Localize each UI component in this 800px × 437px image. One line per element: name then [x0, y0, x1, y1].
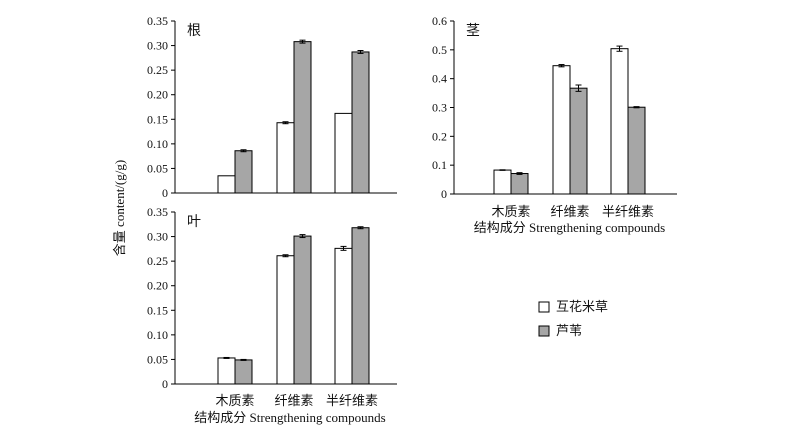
- bar-phragmites: [569, 87, 588, 195]
- error-bar: [499, 169, 506, 171]
- y-tick-label: 0: [441, 187, 447, 201]
- bar-phragmites: [351, 227, 370, 385]
- y-tick-label: 0.10: [147, 328, 168, 342]
- y-tick-label: 0.30: [147, 230, 168, 244]
- y-tick-label: 0.25: [147, 254, 168, 268]
- x-category-label: 半纤维素: [602, 204, 654, 219]
- error-bar: [357, 49, 364, 54]
- x-axis-title: 结构成分 Strengthening compounds: [194, 410, 385, 425]
- y-tick-label: 0.15: [147, 303, 168, 317]
- bar-spartina: [334, 247, 353, 385]
- bar-phragmites: [351, 51, 370, 194]
- error-bar: [282, 121, 289, 125]
- error-bar: [633, 106, 640, 109]
- error-bar: [357, 226, 364, 230]
- bar-spartina: [276, 122, 295, 194]
- error-bar: [299, 39, 306, 44]
- y-tick-label: 0.10: [147, 137, 168, 151]
- error-bar: [558, 64, 565, 68]
- error-bar: [240, 149, 247, 153]
- bar-phragmites: [234, 150, 253, 194]
- y-tick-label: 0.4: [432, 72, 447, 86]
- y-tick-label: 0.35: [147, 205, 168, 219]
- bar-phragmites: [293, 235, 312, 385]
- y-tick-label: 0.05: [147, 161, 168, 175]
- error-bar: [240, 358, 247, 361]
- panel-title: 茎: [466, 23, 480, 39]
- y-tick-label: 0.3: [432, 101, 447, 115]
- bar-phragmites: [510, 173, 529, 195]
- bar-spartina: [334, 112, 353, 194]
- error-bar: [516, 172, 523, 175]
- y-axis-title: 含量 content/(g/g): [112, 160, 127, 256]
- x-axis-title: 结构成分 Strengthening compounds: [474, 220, 665, 235]
- bar-spartina: [276, 255, 295, 385]
- y-tick-label: 0.30: [147, 39, 168, 53]
- bar-spartina: [217, 175, 236, 194]
- panel-title: 叶: [187, 214, 201, 230]
- error-bar: [223, 356, 230, 359]
- bar-spartina: [552, 65, 571, 195]
- panel-root: 根 0 0.05 0.10 0.15 0.20 0.25 0.30 0.35: [147, 14, 397, 200]
- bar-spartina: [217, 357, 236, 385]
- y-tick-label: 0.25: [147, 63, 168, 77]
- panel-leaf: 叶 0 0.05 0.10 0.15 0.20 0.25 0.30 0.35 木质素 纤维素 半纤维素…: [147, 205, 397, 425]
- y-tick-label: 0.05: [147, 352, 168, 366]
- y-tick-label: 0.1: [432, 158, 447, 172]
- x-category-label: 木质素: [491, 204, 530, 219]
- y-tick-label: 0.5: [432, 43, 447, 57]
- y-tick-label: 0: [162, 186, 168, 200]
- y-tick-label: 0.35: [147, 14, 168, 28]
- y-tick-label: 0.6: [432, 14, 447, 28]
- y-tick-label: 0.20: [147, 279, 168, 293]
- error-bar: [575, 84, 582, 92]
- bar-spartina: [493, 169, 512, 195]
- x-category-label: 木质素: [215, 393, 254, 408]
- legend-swatch-phragmites: [538, 325, 550, 337]
- legend: 互花米草 芦苇: [538, 299, 608, 338]
- x-category-label: 半纤维素: [326, 393, 378, 408]
- x-category-label: 纤维素: [274, 393, 313, 408]
- error-bar: [282, 254, 289, 258]
- y-tick-label: 0: [162, 377, 168, 391]
- y-tick-label: 0.15: [147, 112, 168, 126]
- bar-phragmites: [627, 106, 646, 195]
- y-tick-label: 0.20: [147, 88, 168, 102]
- x-category-label: 纤维素: [550, 204, 589, 219]
- bar-spartina: [610, 48, 629, 195]
- legend-label-phragmites: 芦苇: [556, 323, 582, 338]
- error-bar: [340, 245, 347, 251]
- bar-phragmites: [293, 41, 312, 194]
- y-tick-label: 0.2: [432, 129, 447, 143]
- error-bar: [616, 45, 623, 52]
- bar-phragmites: [234, 359, 253, 385]
- error-bar: [299, 234, 306, 239]
- panel-title: 根: [187, 23, 201, 39]
- legend-label-spartina: 互花米草: [556, 299, 608, 314]
- legend-swatch-spartina: [538, 301, 550, 313]
